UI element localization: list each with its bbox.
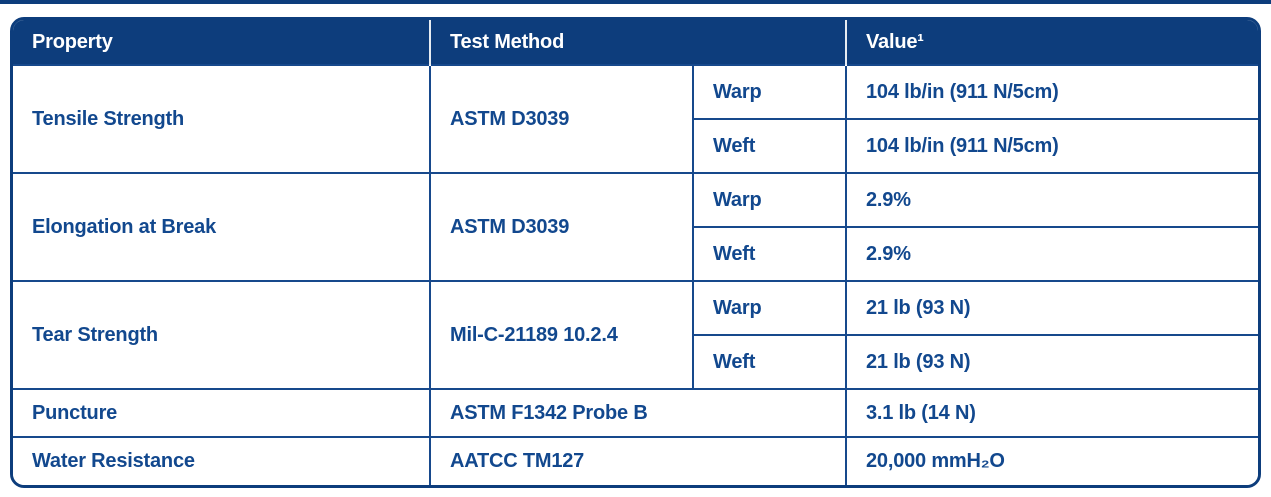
table-row-tear-weft: Weft 21 lb (93 N): [13, 334, 1258, 390]
value-cell: 20,000 mmH₂O: [845, 436, 1258, 485]
table-row-tear-warp: Tear Strength Mil-C-21189 10.2.4 Warp 21…: [13, 280, 1258, 390]
property-cell: Puncture: [13, 388, 431, 438]
table-row-tensile-warp: Tensile Strength ASTM D3039 Warp 104 lb/…: [13, 64, 1258, 174]
direction-cell: Warp: [692, 64, 847, 120]
test-method-cell: Mil-C-21189 10.2.4: [429, 280, 694, 390]
property-cell: Water Resistance: [13, 436, 431, 485]
value-cell: 2.9%: [845, 226, 1258, 282]
col-header-property: Property: [13, 20, 431, 65]
col-header-test-method: Test Method: [430, 20, 847, 65]
table-body: Tensile Strength ASTM D3039 Warp 104 lb/…: [13, 64, 1258, 485]
value-cell: 3.1 lb (14 N): [845, 388, 1258, 438]
direction-cell: Weft: [693, 118, 847, 174]
value-cell: 2.9%: [845, 172, 1258, 228]
direction-cell: Weft: [693, 334, 847, 390]
test-method-cell: ASTM D3039: [429, 64, 694, 174]
top-divider-rule: [0, 0, 1271, 4]
test-method-cell: AATCC TM127: [429, 436, 847, 485]
spec-table: Property Test Method Value¹ Tensile Stre…: [13, 20, 1258, 485]
table-row-elongation-weft: Weft 2.9%: [13, 226, 1258, 282]
direction-cell: Weft: [693, 226, 847, 282]
table-row-water-resistance: Water Resistance AATCC TM127 20,000 mmH₂…: [13, 436, 1258, 485]
property-cell: Elongation at Break: [13, 172, 431, 282]
test-method-cell: ASTM F1342 Probe B: [429, 388, 847, 438]
table-row-puncture: Puncture ASTM F1342 Probe B 3.1 lb (14 N…: [13, 388, 1258, 438]
table-row-tensile-weft: Weft 104 lb/in (911 N/5cm): [13, 118, 1258, 174]
direction-cell: Warp: [692, 172, 847, 228]
value-cell: 104 lb/in (911 N/5cm): [845, 118, 1258, 174]
value-cell: 21 lb (93 N): [845, 334, 1258, 390]
material-properties-table: Property Test Method Value¹ Tensile Stre…: [10, 17, 1261, 488]
col-header-value: Value¹: [846, 20, 1258, 65]
property-cell: Tensile Strength: [13, 64, 431, 174]
header-row: Property Test Method Value¹: [13, 20, 1258, 65]
table-row-elongation-warp: Elongation at Break ASTM D3039 Warp 2.9%: [13, 172, 1258, 282]
value-cell: 21 lb (93 N): [845, 280, 1258, 336]
value-cell: 104 lb/in (911 N/5cm): [845, 64, 1258, 120]
direction-cell: Warp: [692, 280, 847, 336]
table-header: Property Test Method Value¹: [13, 20, 1258, 65]
test-method-cell: ASTM D3039: [429, 172, 694, 282]
property-cell: Tear Strength: [13, 280, 431, 390]
